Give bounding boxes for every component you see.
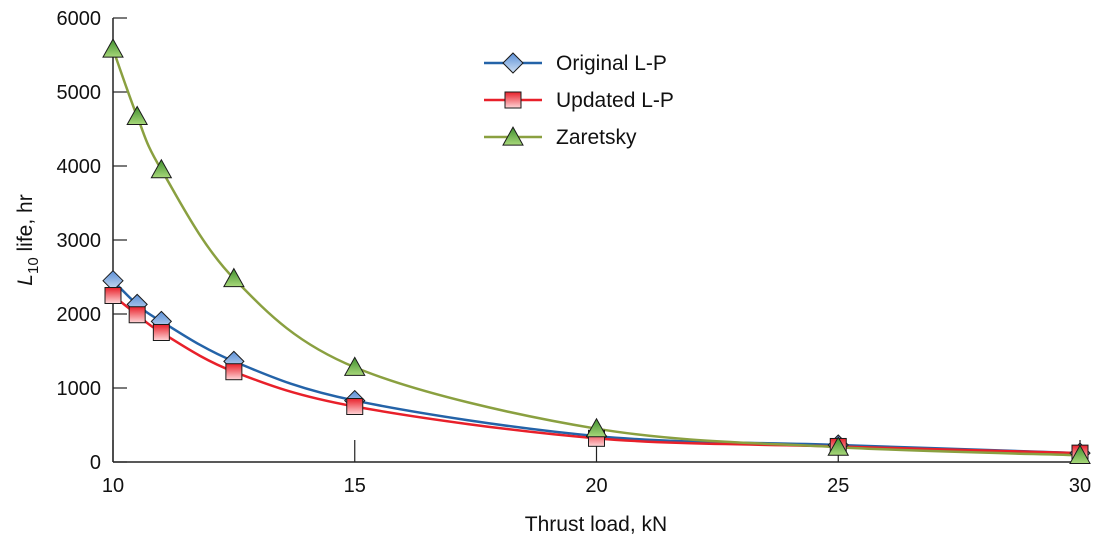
x-tick-label: 15 [344, 475, 366, 497]
data-point-triangle [1069, 444, 1091, 464]
x-tick-label: 20 [585, 475, 607, 497]
y-tick-label: 0 [90, 452, 101, 474]
data-point-square [104, 287, 122, 304]
legend-marker-triangle [502, 126, 524, 146]
data-point-triangle [223, 267, 245, 288]
data-point-triangle [150, 158, 173, 179]
axes [112, 18, 1080, 463]
y-tick-label: 3000 [57, 230, 102, 252]
y-tick-label: 5000 [57, 82, 102, 104]
y-tick-label: 4000 [57, 156, 102, 178]
data-point-triangle [102, 38, 124, 58]
ticks: 0 1000 2000 3000 4000 5000 6000 10 15 20 25 30 [57, 8, 1092, 497]
x-axis-title: Thrust load, kN [525, 513, 667, 536]
legend: Original L-P Updated L-P Zaretsky [484, 52, 674, 149]
x-tick-label: 30 [1069, 475, 1091, 497]
y-tick-label: 1000 [57, 378, 102, 400]
y-axis-title: L10 life, hr [14, 194, 42, 285]
y-axis-title-rest: life, hr [14, 194, 37, 257]
legend-marker-diamond [502, 52, 524, 74]
y-tick-label: 2000 [57, 304, 102, 326]
y-axis-title-sub: 10 [25, 257, 42, 274]
x-tick-label: 10 [102, 475, 124, 497]
data-point-triangle [827, 436, 850, 456]
y-axis-title-main: L [14, 274, 37, 286]
data-point-triangle [585, 417, 608, 438]
data-point-square [152, 324, 170, 341]
legend-label: Updated L-P [556, 89, 674, 112]
data-point-triangle [343, 356, 366, 376]
series-markers [102, 38, 1091, 464]
legend-label: Original L-P [556, 52, 667, 75]
data-point-square [225, 363, 243, 381]
legend-marker-square [504, 91, 522, 109]
y-tick-label: 6000 [57, 8, 102, 30]
legend-label: Zaretsky [556, 126, 637, 149]
data-point-square [346, 398, 364, 415]
data-point-square [128, 306, 146, 324]
data-point-triangle [126, 105, 149, 126]
x-tick-label: 25 [827, 475, 849, 497]
